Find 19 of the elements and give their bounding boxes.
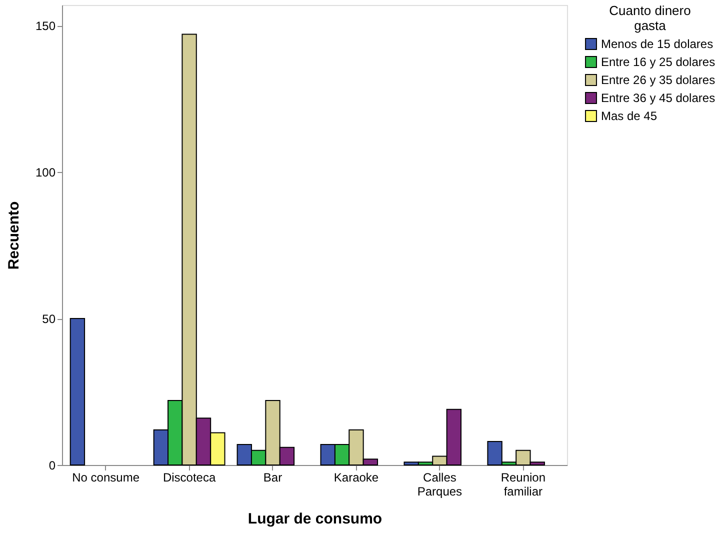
bar <box>70 318 86 466</box>
legend-label: Entre 26 y 35 dolares <box>601 73 716 87</box>
x-axis-title: Lugar de consumo <box>248 510 382 528</box>
legend-label: Entre 16 y 25 dolares <box>601 55 716 69</box>
y-tick-label: 150 <box>35 19 56 34</box>
x-tick-label: No consume <box>72 470 140 484</box>
x-tick-label: Karaoke <box>334 470 379 484</box>
x-tick-label: Discoteca <box>162 470 216 484</box>
legend-label: Menos de 15 dolares <box>601 37 714 51</box>
x-tick-label: Calles Parques <box>417 470 462 498</box>
y-tick-label: 50 <box>42 312 56 326</box>
y-tick-label: 100 <box>35 166 56 180</box>
legend-title: Cuanto dinero gasta <box>609 3 691 33</box>
legend-label: Mas de 45 <box>601 109 658 123</box>
x-tick-label: Bar <box>263 470 282 484</box>
legend-label: Entre 36 y 45 dolares <box>601 91 716 105</box>
x-tick-label: Reunion familiar <box>500 470 546 498</box>
y-axis-title: Recuento <box>5 201 22 270</box>
y-tick-label: 0 <box>48 458 56 472</box>
